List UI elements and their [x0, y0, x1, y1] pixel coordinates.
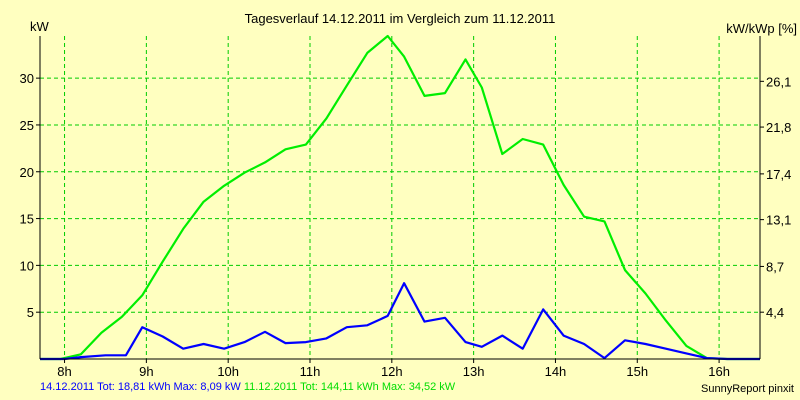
plot-area — [40, 36, 760, 359]
y-tick-label: 10 — [20, 258, 34, 273]
y2-tick-label: 4,4 — [766, 305, 784, 320]
series-line-11-12-2011 — [40, 34, 760, 361]
y-axis-label-left: kW — [30, 19, 50, 34]
x-tick-label: 10h — [217, 364, 239, 379]
x-tick-label: 14h — [545, 364, 567, 379]
legend-series-14-12-2011: 14.12.2011 Tot: 18,81 kWh Max: 8,09 kW — [40, 381, 241, 393]
x-tick-label: 8h — [57, 364, 71, 379]
y-tick-label: 20 — [20, 165, 34, 180]
legend-footer: 14.12.2011 Tot: 18,81 kWh Max: 8,09 kW 1… — [40, 381, 455, 393]
axes: 8h 9h 10h 11h 12h 13h 14h 15h 16h 5 10 15 20 25 30 4,4 8… — [20, 36, 791, 379]
series-line-14-12-2011 — [40, 282, 760, 361]
y-tick-label: 30 — [20, 71, 34, 86]
y2-tick-label: 13,1 — [766, 213, 791, 228]
x-tick-label: 13h — [463, 364, 485, 379]
y2-tick-label: 26,1 — [766, 74, 791, 89]
series-layer — [40, 34, 760, 361]
y2-tick-label: 21,8 — [766, 120, 791, 135]
y-tick-label: 5 — [27, 305, 34, 320]
y2-tick-label: 8,7 — [766, 259, 784, 274]
x-tick-label: 11h — [300, 364, 321, 379]
legend-series-11-12-2011: 11.12.2011 Tot: 144,11 kWh Max: 34,52 kW — [243, 381, 456, 393]
x-tick-label: 15h — [626, 364, 648, 379]
y-axis-label-right: kW/kWp [%] — [726, 21, 797, 36]
grid — [40, 36, 760, 359]
y-tick-label: 15 — [20, 212, 34, 227]
x-tick-label: 16h — [708, 364, 730, 379]
x-tick-label: 9h — [139, 364, 153, 379]
credit-text: SunnyReport pinxit — [701, 383, 794, 395]
chart-title: Tagesverlauf 14.12.2011 im Vergleich zum… — [245, 11, 556, 26]
x-tick-label: 12h — [381, 364, 403, 379]
y2-tick-label: 17,4 — [766, 167, 791, 182]
y-tick-label: 25 — [20, 118, 34, 133]
